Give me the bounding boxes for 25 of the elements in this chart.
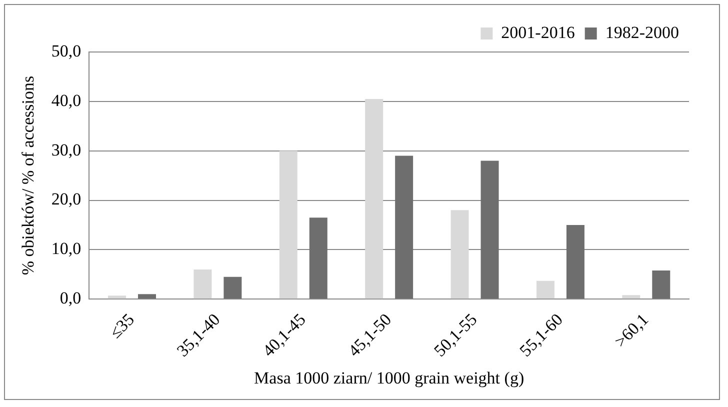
bar — [395, 156, 414, 299]
bar — [309, 218, 328, 299]
bar — [536, 280, 554, 299]
bar — [279, 150, 298, 299]
bar — [480, 160, 499, 299]
y-tick-label: 30,0 — [51, 140, 82, 160]
x-axis-title: Masa 1000 ziarn/ 1000 grain weight (g) — [254, 368, 524, 388]
bar — [652, 270, 670, 299]
y-axis-title: % obiektów/ % of accessions — [18, 76, 38, 276]
legend-label: 2001-2016 — [501, 22, 575, 42]
y-tick-label: 40,0 — [51, 90, 82, 110]
bar — [566, 224, 584, 299]
y-tick-label: 20,0 — [51, 190, 82, 209]
x-tick-label: ≤35 — [106, 310, 138, 342]
bar — [622, 295, 640, 299]
y-tick-label: 0,0 — [60, 288, 82, 308]
bar — [194, 269, 212, 299]
legend-label: 1982-2000 — [605, 22, 680, 42]
bar — [108, 296, 126, 299]
y-tick-label: 10,0 — [51, 239, 82, 258]
bar — [138, 294, 156, 299]
bar — [365, 98, 384, 299]
bar — [450, 210, 469, 299]
bar — [224, 276, 242, 299]
y-tick-label: 50,0 — [51, 41, 82, 60]
